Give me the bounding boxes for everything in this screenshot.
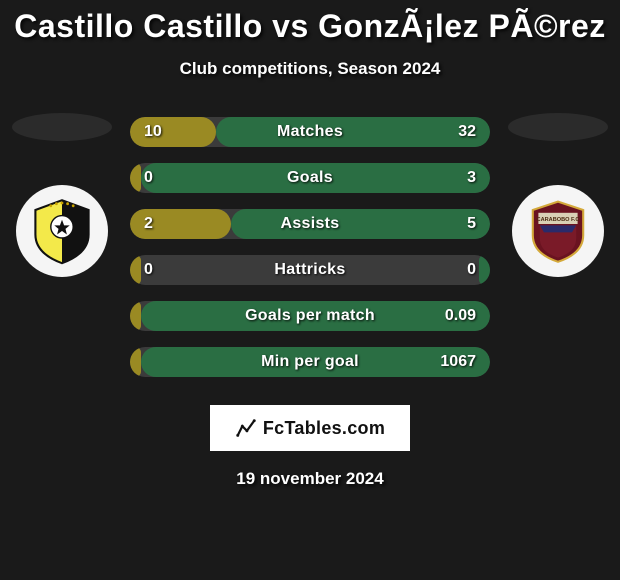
- stat-label: Matches: [277, 123, 343, 141]
- bar-fill-player1: [130, 301, 141, 331]
- svg-text:CARABOBO F.C: CARABOBO F.C: [537, 217, 580, 223]
- player1-badge: [16, 185, 108, 277]
- stat-label: Goals: [287, 169, 333, 187]
- stat-label: Assists: [280, 215, 339, 233]
- page-title: Castillo Castillo vs GonzÃ¡lez PÃ©rez: [0, 8, 620, 45]
- chart-icon: [235, 417, 257, 439]
- stat-value-player1: 10: [144, 123, 162, 141]
- stat-value-player2: 1067: [440, 353, 476, 371]
- player1-column: [6, 117, 118, 277]
- bar-fill-player2: [231, 209, 490, 239]
- stat-row: Min per goal 1067: [130, 347, 490, 377]
- bar-fill-player2: [216, 117, 490, 147]
- player2-crest-icon: CARABOBO F.C: [523, 196, 593, 266]
- stat-row: 0 Goals 3: [130, 163, 490, 193]
- stat-value-player2: 0.09: [445, 307, 476, 325]
- stat-label: Min per goal: [261, 353, 359, 371]
- stat-value-player2: 0: [467, 261, 476, 279]
- stat-label: Hattricks: [274, 261, 345, 279]
- bar-fill-player1: [130, 347, 141, 377]
- bar-fill-player1: [130, 117, 216, 147]
- stat-value-player1: 2: [144, 215, 153, 233]
- stat-value-player2: 3: [467, 169, 476, 187]
- bar-fill-player1: [130, 163, 141, 193]
- footer-logo-text: FcTables.com: [263, 418, 385, 439]
- stat-row: Goals per match 0.09: [130, 301, 490, 331]
- bar-fill-player2: [479, 255, 490, 285]
- player1-crest-icon: [27, 196, 97, 266]
- stat-value-player2: 32: [458, 123, 476, 141]
- footer-logo: FcTables.com: [210, 405, 410, 451]
- stat-row: 10 Matches 32: [130, 117, 490, 147]
- footer-date: 19 november 2024: [0, 469, 620, 489]
- bar-fill-player1: [130, 255, 141, 285]
- player2-column: CARABOBO F.C: [502, 117, 614, 277]
- player1-oval: [12, 113, 112, 141]
- subtitle: Club competitions, Season 2024: [0, 59, 620, 79]
- stat-row: 0 Hattricks 0: [130, 255, 490, 285]
- main-row: 10 Matches 32 0 Goals 3 2 Assists 5: [0, 117, 620, 393]
- player2-oval: [508, 113, 608, 141]
- stat-value-player2: 5: [467, 215, 476, 233]
- stat-value-player1: 0: [144, 169, 153, 187]
- stat-label: Goals per match: [245, 307, 375, 325]
- stat-value-player1: 0: [144, 261, 153, 279]
- stat-row: 2 Assists 5: [130, 209, 490, 239]
- player2-badge: CARABOBO F.C: [512, 185, 604, 277]
- stats-bars: 10 Matches 32 0 Goals 3 2 Assists 5: [118, 117, 502, 393]
- infographic-container: Castillo Castillo vs GonzÃ¡lez PÃ©rez Cl…: [0, 0, 620, 489]
